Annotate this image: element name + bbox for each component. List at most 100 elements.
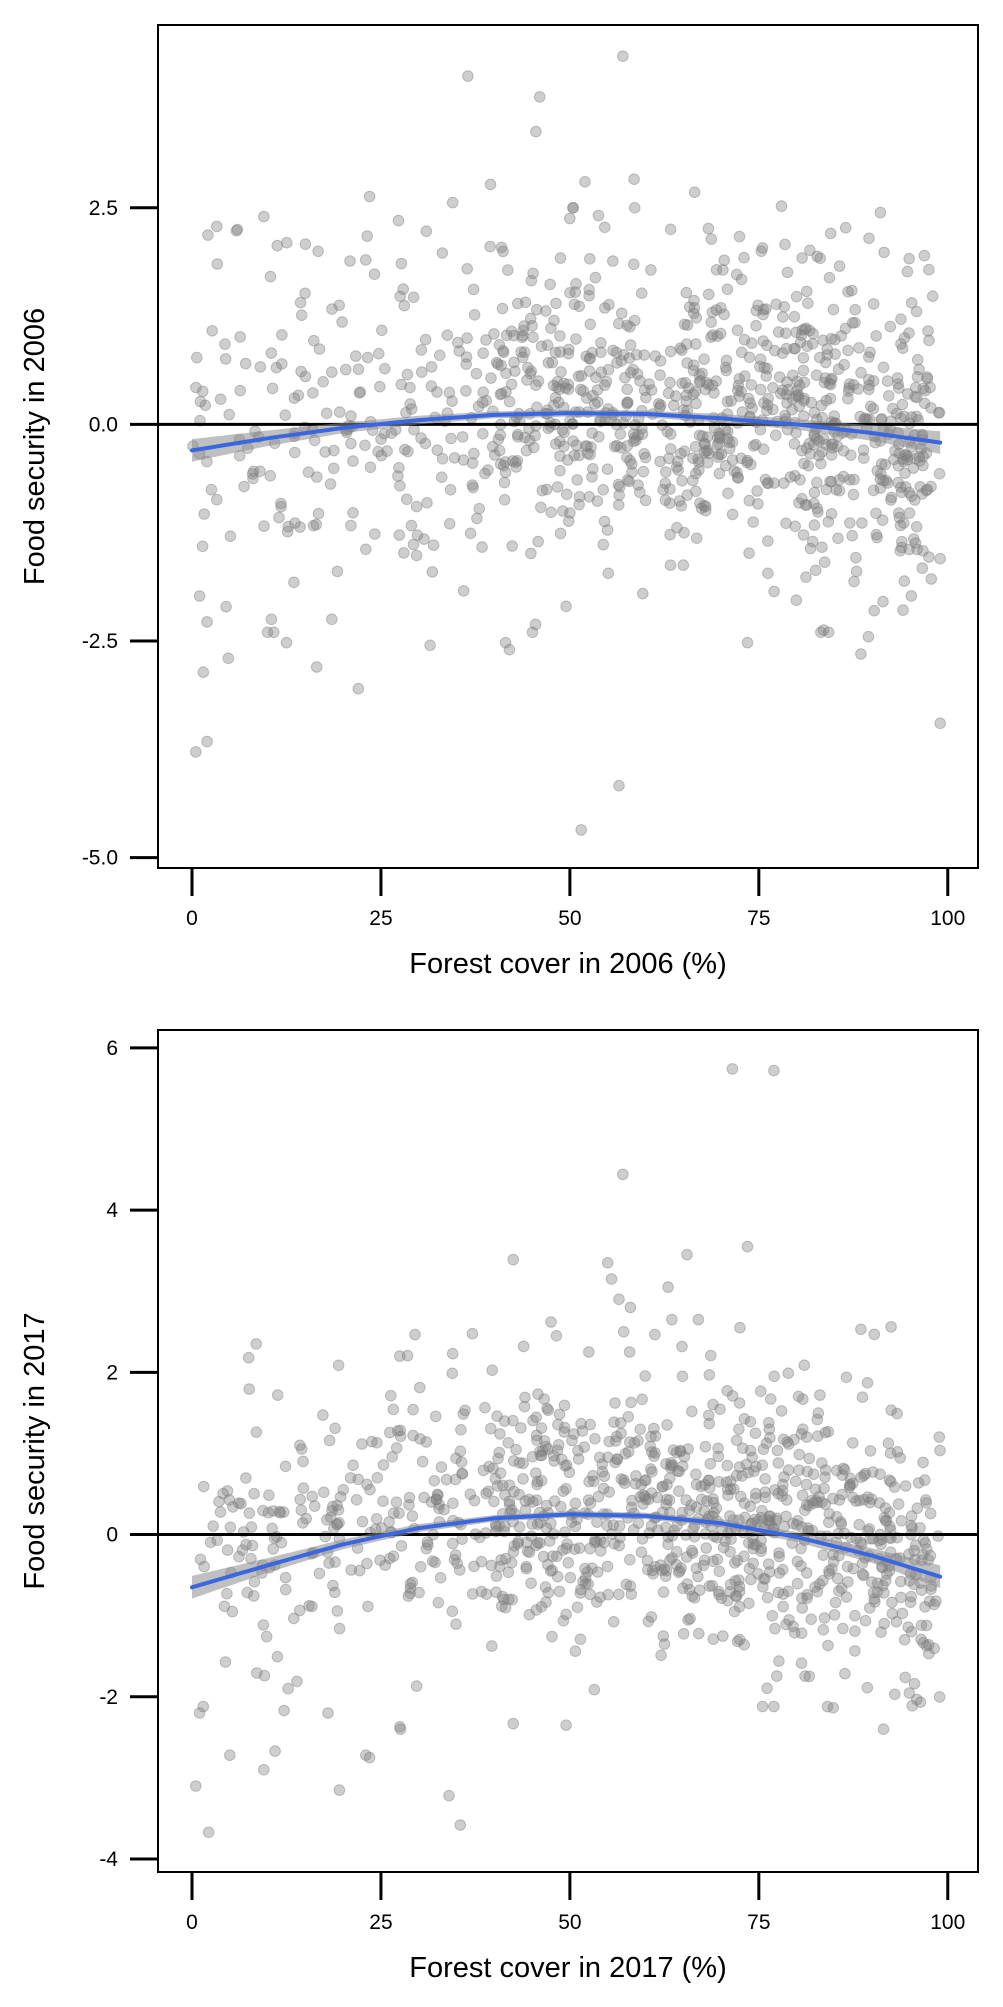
data-point	[495, 359, 508, 372]
data-point	[749, 1427, 762, 1439]
data-point	[703, 1409, 715, 1422]
data-point	[535, 501, 547, 514]
data-point	[705, 316, 718, 329]
data-point	[871, 1586, 884, 1598]
data-point	[878, 1587, 890, 1599]
data-point	[384, 1426, 396, 1439]
data-point	[817, 1624, 830, 1636]
data-point	[925, 402, 937, 414]
data-point	[454, 1819, 467, 1831]
data-point	[712, 1450, 725, 1463]
data-point	[554, 346, 567, 358]
data-point	[642, 1493, 655, 1506]
data-point	[327, 1500, 339, 1513]
plot-frame	[157, 1029, 979, 1873]
data-point	[266, 382, 279, 395]
data-point	[622, 1446, 635, 1458]
data-point	[581, 1566, 594, 1578]
data-point	[789, 520, 802, 533]
data-point	[331, 1518, 344, 1530]
data-point	[224, 1749, 236, 1761]
data-point	[874, 473, 887, 485]
x-tick-label: 25	[369, 1911, 392, 1934]
data-point	[713, 467, 726, 480]
data-point	[492, 1452, 504, 1465]
data-point	[381, 445, 393, 457]
data-point	[378, 427, 391, 440]
data-point	[921, 1543, 933, 1555]
data-point	[217, 1487, 229, 1500]
data-point	[688, 359, 700, 372]
data-point	[768, 1700, 780, 1713]
data-point	[867, 402, 880, 415]
data-point	[680, 338, 693, 350]
data-point	[804, 542, 817, 555]
data-point	[893, 382, 905, 395]
data-point	[424, 639, 436, 652]
data-point	[841, 1560, 854, 1573]
data-point	[591, 396, 604, 408]
data-point	[547, 379, 560, 392]
data-point	[390, 1496, 403, 1508]
data-point	[840, 1371, 853, 1384]
data-point	[828, 410, 841, 422]
data-point	[433, 1498, 445, 1511]
data-point	[493, 339, 506, 351]
data-point	[295, 1443, 308, 1455]
data-point	[863, 373, 875, 386]
data-point	[811, 502, 824, 515]
data-point	[520, 444, 533, 457]
data-point	[911, 354, 924, 366]
data-point	[506, 540, 519, 552]
data-point	[361, 1478, 373, 1491]
data-point	[665, 1457, 677, 1469]
data-point	[757, 303, 770, 316]
data-point	[759, 473, 772, 486]
data-point	[673, 1465, 685, 1478]
data-point	[791, 384, 803, 397]
data-point	[690, 397, 702, 410]
data-point	[764, 1393, 777, 1405]
data-point	[872, 1577, 884, 1589]
fit-curve	[190, 1512, 943, 1590]
data-point	[846, 529, 859, 542]
data-point	[916, 562, 929, 574]
data-point	[839, 221, 852, 234]
data-point	[895, 1575, 907, 1588]
data-point	[535, 1422, 548, 1434]
data-point	[824, 392, 837, 405]
data-point	[433, 1502, 445, 1515]
data-point	[518, 1400, 531, 1413]
data-point	[333, 1784, 346, 1796]
data-point	[835, 1518, 848, 1530]
data-point	[636, 1393, 649, 1406]
data-point	[813, 449, 825, 462]
y-tick-label: 0.0	[89, 413, 118, 436]
data-point	[791, 1555, 804, 1568]
data-point	[241, 1586, 254, 1599]
data-point	[289, 517, 301, 529]
data-point	[713, 437, 726, 450]
data-point	[281, 525, 294, 538]
data-point	[735, 346, 748, 359]
data-point	[306, 1490, 319, 1503]
data-point	[842, 286, 854, 298]
data-point	[788, 342, 800, 355]
data-point	[757, 1443, 770, 1456]
data-point	[414, 1381, 426, 1394]
data-point	[607, 344, 619, 357]
data-point	[788, 310, 801, 323]
data-point	[833, 474, 846, 486]
data-point	[810, 433, 823, 445]
data-point	[933, 1691, 946, 1703]
data-point	[894, 412, 907, 424]
data-point	[800, 571, 812, 583]
data-point	[870, 507, 882, 520]
data-point	[749, 438, 762, 451]
data-point	[270, 361, 283, 374]
data-point	[485, 1422, 497, 1435]
data-point	[770, 429, 782, 442]
data-point	[638, 349, 651, 361]
data-point	[444, 484, 457, 496]
data-point	[446, 1537, 459, 1550]
